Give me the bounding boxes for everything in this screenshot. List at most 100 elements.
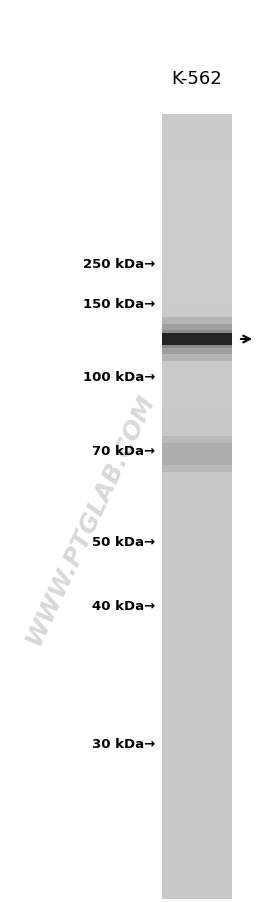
Bar bbox=[162, 334, 232, 345]
Bar bbox=[162, 716, 232, 723]
Bar bbox=[162, 710, 232, 716]
Bar bbox=[162, 566, 232, 573]
Bar bbox=[162, 892, 232, 899]
Bar bbox=[162, 729, 232, 736]
Bar bbox=[162, 520, 232, 527]
Bar bbox=[162, 304, 232, 311]
Bar bbox=[162, 148, 232, 154]
Bar bbox=[162, 840, 232, 847]
Bar bbox=[162, 435, 232, 442]
Bar bbox=[162, 468, 232, 474]
Text: 50 kDa→: 50 kDa→ bbox=[92, 536, 155, 549]
Bar bbox=[162, 853, 232, 861]
Bar bbox=[162, 886, 232, 893]
Bar bbox=[162, 180, 232, 188]
Bar bbox=[162, 807, 232, 815]
Bar bbox=[162, 742, 232, 750]
Text: 40 kDa→: 40 kDa→ bbox=[92, 600, 155, 612]
Text: 70 kDa→: 70 kDa→ bbox=[92, 445, 155, 458]
Bar bbox=[162, 650, 232, 658]
Bar bbox=[162, 749, 232, 756]
Bar bbox=[162, 298, 232, 305]
Bar bbox=[162, 370, 232, 377]
Bar bbox=[162, 579, 232, 586]
Bar bbox=[162, 736, 232, 742]
Bar bbox=[162, 330, 232, 337]
Bar bbox=[162, 690, 232, 697]
Text: 30 kDa→: 30 kDa→ bbox=[92, 738, 155, 750]
Bar bbox=[162, 134, 232, 142]
Bar bbox=[162, 684, 232, 690]
Bar bbox=[162, 455, 232, 462]
Bar bbox=[162, 364, 232, 370]
Bar bbox=[162, 585, 232, 593]
Bar bbox=[162, 461, 232, 468]
Bar bbox=[162, 781, 232, 788]
Bar bbox=[162, 612, 232, 619]
Bar bbox=[162, 638, 232, 645]
Bar bbox=[162, 219, 232, 226]
Bar bbox=[162, 474, 232, 482]
Bar bbox=[162, 174, 232, 180]
Bar bbox=[162, 161, 232, 168]
Bar bbox=[162, 324, 232, 355]
Bar bbox=[162, 775, 232, 782]
Bar bbox=[162, 559, 232, 566]
Bar bbox=[162, 311, 232, 318]
Bar bbox=[162, 788, 232, 795]
Bar bbox=[162, 448, 232, 456]
Bar bbox=[162, 723, 232, 730]
Bar bbox=[162, 350, 232, 357]
Bar bbox=[162, 344, 232, 351]
Bar bbox=[162, 278, 232, 285]
Bar bbox=[162, 866, 232, 873]
Bar bbox=[162, 356, 232, 364]
Bar bbox=[162, 703, 232, 710]
Bar bbox=[162, 245, 232, 253]
Text: 250 kDa→: 250 kDa→ bbox=[83, 258, 155, 272]
Bar bbox=[162, 324, 232, 331]
Bar bbox=[162, 141, 232, 148]
Bar bbox=[162, 801, 232, 808]
Bar bbox=[162, 795, 232, 802]
Bar bbox=[162, 658, 232, 664]
Bar bbox=[162, 318, 232, 325]
Bar bbox=[162, 167, 232, 174]
Bar bbox=[162, 533, 232, 540]
Bar bbox=[162, 769, 232, 776]
Bar bbox=[162, 664, 232, 671]
Bar bbox=[162, 207, 232, 214]
Bar bbox=[162, 501, 232, 508]
Bar bbox=[162, 833, 232, 841]
Bar bbox=[162, 154, 232, 161]
Bar bbox=[162, 437, 232, 473]
Bar bbox=[162, 618, 232, 625]
Bar bbox=[162, 337, 232, 344]
Bar bbox=[162, 513, 232, 520]
Bar bbox=[162, 376, 232, 383]
Bar bbox=[162, 422, 232, 429]
Bar bbox=[162, 592, 232, 599]
Bar bbox=[162, 128, 232, 135]
Text: 100 kDa→: 100 kDa→ bbox=[83, 371, 155, 384]
Bar bbox=[162, 762, 232, 769]
Bar bbox=[162, 494, 232, 501]
Text: K-562: K-562 bbox=[172, 70, 222, 87]
Bar bbox=[162, 187, 232, 194]
Bar bbox=[162, 670, 232, 677]
Bar bbox=[162, 390, 232, 396]
Bar bbox=[162, 546, 232, 553]
Text: 150 kDa→: 150 kDa→ bbox=[83, 299, 155, 311]
Bar bbox=[162, 847, 232, 854]
Bar bbox=[162, 239, 232, 246]
Bar bbox=[162, 879, 232, 887]
Bar bbox=[162, 676, 232, 684]
Bar bbox=[162, 572, 232, 579]
Bar bbox=[162, 860, 232, 867]
Bar bbox=[162, 409, 232, 416]
Bar bbox=[162, 507, 232, 514]
Bar bbox=[162, 527, 232, 534]
Bar bbox=[162, 291, 232, 299]
Bar bbox=[162, 252, 232, 259]
Bar bbox=[162, 193, 232, 200]
